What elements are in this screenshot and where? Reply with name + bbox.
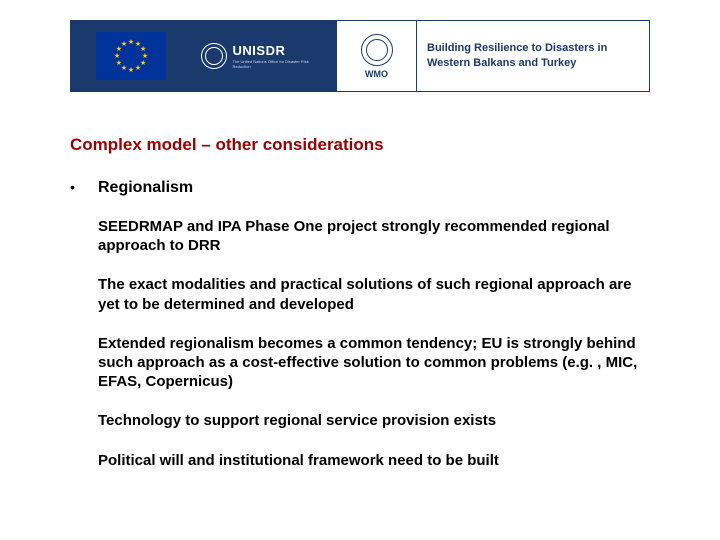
unisdr-label: UNISDR xyxy=(233,43,326,58)
eu-star-icon: ★ xyxy=(121,40,127,48)
wmo-label: WMO xyxy=(365,69,388,79)
un-emblem-icon xyxy=(201,43,227,69)
paragraph: SEEDRMAP and IPA Phase One project stron… xyxy=(98,217,650,255)
paragraph: Political will and institutional framewo… xyxy=(98,451,650,470)
eu-star-icon: ★ xyxy=(116,59,122,67)
unisdr-logo-section: UNISDR The United Nations Office for Dis… xyxy=(191,21,336,91)
resilience-line1: Building Resilience to Disasters in xyxy=(427,42,607,54)
eu-star-icon: ★ xyxy=(114,52,120,60)
eu-logo-section: ★★★★★★★★★★★★ xyxy=(71,21,191,91)
eu-star-icon: ★ xyxy=(135,64,141,72)
wmo-emblem-icon xyxy=(361,34,393,66)
unisdr-sublabel: The United Nations Office for Disaster R… xyxy=(233,59,326,69)
eu-flag-icon: ★★★★★★★★★★★★ xyxy=(96,32,166,80)
wmo-logo-section: WMO xyxy=(336,21,416,91)
eu-star-icon: ★ xyxy=(128,66,134,74)
eu-star-icon: ★ xyxy=(128,38,134,46)
bullet-marker: • xyxy=(70,179,80,197)
resilience-line2: Western Balkans and Turkey xyxy=(427,57,576,69)
paragraph: Extended regionalism becomes a common te… xyxy=(98,334,650,392)
header-bar: ★★★★★★★★★★★★ UNISDR The United Nations O… xyxy=(70,20,650,92)
paragraph: Technology to support regional service p… xyxy=(98,411,650,430)
resilience-text-section: Building Resilience to Disasters in West… xyxy=(416,21,649,91)
paragraph: The exact modalities and practical solut… xyxy=(98,275,650,313)
slide-content: Complex model – other considerations • R… xyxy=(70,135,650,490)
slide-title: Complex model – other considerations xyxy=(70,135,650,155)
bullet-item: • Regionalism xyxy=(70,179,650,197)
bullet-heading: Regionalism xyxy=(98,179,193,197)
